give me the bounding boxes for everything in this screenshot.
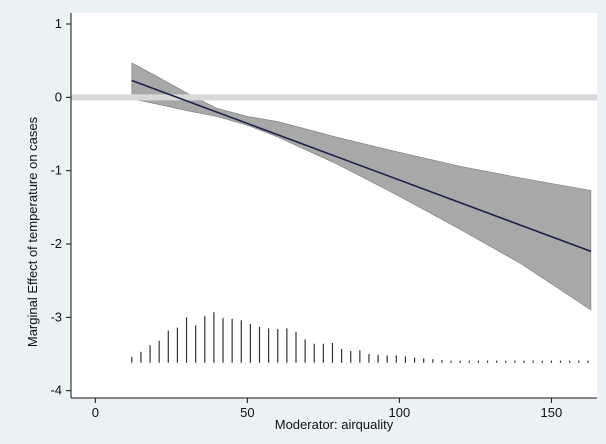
x-axis-title: Moderator: airquality bbox=[275, 417, 394, 432]
marginal-effect-line bbox=[131, 79, 592, 253]
y-axis-title: Marginal Effect of temperature on cases bbox=[25, 116, 40, 347]
y-tick-label: -4 bbox=[50, 383, 62, 398]
x-tick-label: 50 bbox=[240, 405, 254, 420]
y-tick-label: -2 bbox=[50, 236, 62, 251]
y-tick-label: -1 bbox=[50, 163, 62, 178]
y-tick-label: 1 bbox=[55, 16, 62, 31]
y-tick-label: 0 bbox=[55, 89, 62, 104]
y-tick-label: -3 bbox=[50, 309, 62, 324]
x-tick-label: 100 bbox=[389, 405, 411, 420]
x-tick-label: 0 bbox=[92, 405, 99, 420]
x-tick-label: 150 bbox=[541, 405, 563, 420]
confidence-band bbox=[131, 62, 592, 311]
